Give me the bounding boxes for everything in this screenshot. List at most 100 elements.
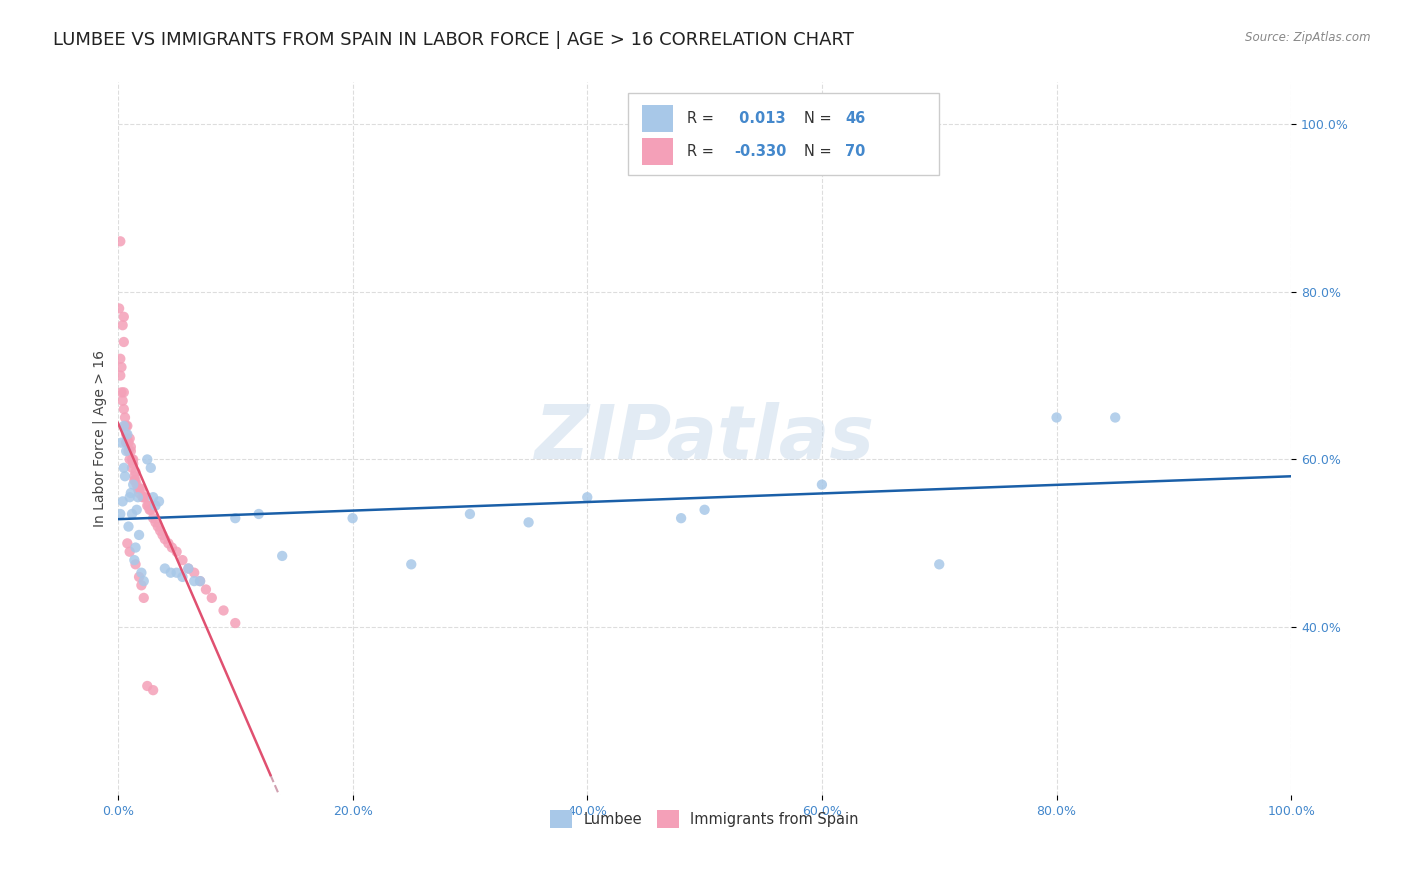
Point	[172, 570, 194, 584]
Point	[110, 385, 132, 400]
Point	[132, 591, 155, 605]
Point	[117, 444, 139, 458]
Legend: Lumbee, Immigrants from Spain: Lumbee, Immigrants from Spain	[544, 805, 865, 834]
Text: N =: N =	[804, 111, 837, 126]
Point	[121, 460, 143, 475]
Point	[122, 457, 145, 471]
Point	[194, 582, 217, 597]
Text: N =: N =	[804, 144, 837, 159]
Text: 46: 46	[845, 111, 866, 126]
Point	[112, 460, 135, 475]
Point	[125, 477, 148, 491]
Point	[153, 561, 176, 575]
FancyBboxPatch shape	[643, 137, 673, 165]
Point	[111, 393, 134, 408]
Point	[122, 452, 145, 467]
Point	[517, 516, 540, 530]
Point	[117, 432, 139, 446]
Point	[110, 507, 132, 521]
Point	[112, 418, 135, 433]
Point	[153, 532, 176, 546]
Point	[121, 507, 143, 521]
Point	[128, 528, 150, 542]
Point	[131, 482, 153, 496]
Point	[201, 591, 224, 605]
Point	[111, 494, 134, 508]
Point	[177, 561, 200, 575]
Point	[148, 494, 170, 508]
Point	[136, 452, 159, 467]
Point	[127, 490, 149, 504]
Point	[112, 385, 135, 400]
Point	[127, 482, 149, 496]
Point	[183, 566, 205, 580]
Point	[115, 427, 138, 442]
Point	[342, 511, 364, 525]
Point	[138, 499, 160, 513]
Point	[188, 574, 211, 588]
Point	[128, 570, 150, 584]
Point	[124, 474, 146, 488]
Point	[811, 477, 834, 491]
Point	[131, 578, 153, 592]
Point	[160, 541, 183, 555]
Point	[136, 679, 159, 693]
FancyBboxPatch shape	[643, 104, 673, 132]
Point	[118, 490, 141, 504]
Point	[247, 507, 270, 521]
Point	[112, 310, 135, 324]
Point	[118, 545, 141, 559]
Point	[142, 490, 165, 504]
Point	[110, 435, 132, 450]
Point	[117, 536, 139, 550]
Point	[693, 503, 716, 517]
Point	[131, 490, 153, 504]
Point	[132, 490, 155, 504]
Point	[131, 566, 153, 580]
Point	[157, 536, 180, 550]
Point	[188, 574, 211, 588]
Point	[122, 477, 145, 491]
Point	[458, 507, 481, 521]
Text: 0.013: 0.013	[734, 111, 786, 126]
Point	[159, 566, 181, 580]
Point	[669, 511, 692, 525]
Point	[124, 553, 146, 567]
Point	[110, 235, 132, 249]
Point	[142, 511, 165, 525]
Point	[212, 603, 235, 617]
Point	[121, 452, 143, 467]
Point	[139, 503, 162, 517]
Point	[928, 558, 950, 572]
Point	[117, 418, 139, 433]
Point	[124, 558, 146, 572]
Point	[124, 469, 146, 483]
Point	[128, 486, 150, 500]
Point	[112, 402, 135, 417]
Point	[124, 465, 146, 479]
Point	[115, 444, 138, 458]
Point	[120, 440, 142, 454]
Point	[576, 490, 599, 504]
Point	[117, 519, 139, 533]
Point	[142, 683, 165, 698]
Point	[120, 486, 142, 500]
Point	[114, 469, 136, 483]
Point	[177, 561, 200, 575]
Point	[183, 574, 205, 588]
Point	[110, 360, 132, 375]
Point	[114, 418, 136, 433]
Text: Source: ZipAtlas.com: Source: ZipAtlas.com	[1246, 31, 1371, 45]
Point	[145, 516, 167, 530]
Point	[115, 418, 138, 433]
Point	[145, 499, 167, 513]
Point	[124, 541, 146, 555]
Point	[401, 558, 423, 572]
Point	[111, 318, 134, 333]
Point	[120, 444, 142, 458]
Point	[149, 524, 172, 538]
Point	[118, 452, 141, 467]
Point	[139, 460, 162, 475]
Point	[152, 528, 174, 542]
Text: LUMBEE VS IMMIGRANTS FROM SPAIN IN LABOR FORCE | AGE > 16 CORRELATION CHART: LUMBEE VS IMMIGRANTS FROM SPAIN IN LABOR…	[53, 31, 855, 49]
